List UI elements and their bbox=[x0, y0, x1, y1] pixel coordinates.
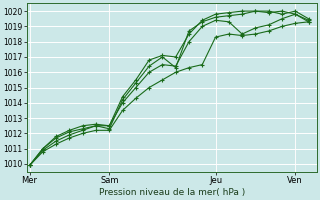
X-axis label: Pression niveau de la mer( hPa ): Pression niveau de la mer( hPa ) bbox=[99, 188, 245, 197]
